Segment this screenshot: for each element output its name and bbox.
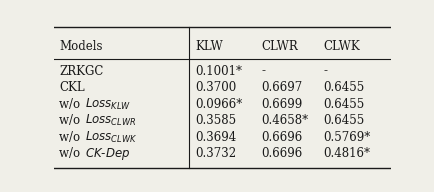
Text: 0.1001*: 0.1001* [195,65,243,78]
Text: 0.3585: 0.3585 [195,114,237,127]
Text: $\mathit{Loss}_{\mathit{CLWR}}$: $\mathit{Loss}_{\mathit{CLWR}}$ [85,113,136,128]
Text: -: - [261,65,265,78]
Text: 0.0966*: 0.0966* [195,98,243,111]
Text: CLWK: CLWK [323,40,360,53]
Text: 0.6696: 0.6696 [261,131,302,144]
Text: 0.4658*: 0.4658* [261,114,308,127]
Text: -: - [323,65,327,78]
Text: Models: Models [59,40,103,53]
Text: 0.3694: 0.3694 [195,131,237,144]
Text: $\mathit{CK\text{-}Dep}$: $\mathit{CK\text{-}Dep}$ [85,146,130,162]
Text: w/o: w/o [59,147,84,160]
Text: 0.6455: 0.6455 [323,81,365,94]
Text: 0.6455: 0.6455 [323,98,365,111]
Text: 0.3700: 0.3700 [195,81,237,94]
Text: CLWR: CLWR [261,40,298,53]
Text: ZRKGC: ZRKGC [59,65,104,78]
Text: 0.6699: 0.6699 [261,98,302,111]
Text: w/o: w/o [59,114,84,127]
Text: 0.6696: 0.6696 [261,147,302,160]
Text: 0.3732: 0.3732 [195,147,237,160]
Text: $\mathit{Loss}_{\mathit{CLWK}}$: $\mathit{Loss}_{\mathit{CLWK}}$ [85,130,137,145]
Text: KLW: KLW [195,40,223,53]
Text: w/o: w/o [59,98,84,111]
Text: 0.5769*: 0.5769* [323,131,371,144]
Text: w/o: w/o [59,131,84,144]
Text: 0.4816*: 0.4816* [323,147,370,160]
Text: $\mathit{Loss}_{\mathit{KLW}}$: $\mathit{Loss}_{\mathit{KLW}}$ [85,97,131,112]
Text: 0.6455: 0.6455 [323,114,365,127]
Text: CKL: CKL [59,81,85,94]
Text: 0.6697: 0.6697 [261,81,302,94]
